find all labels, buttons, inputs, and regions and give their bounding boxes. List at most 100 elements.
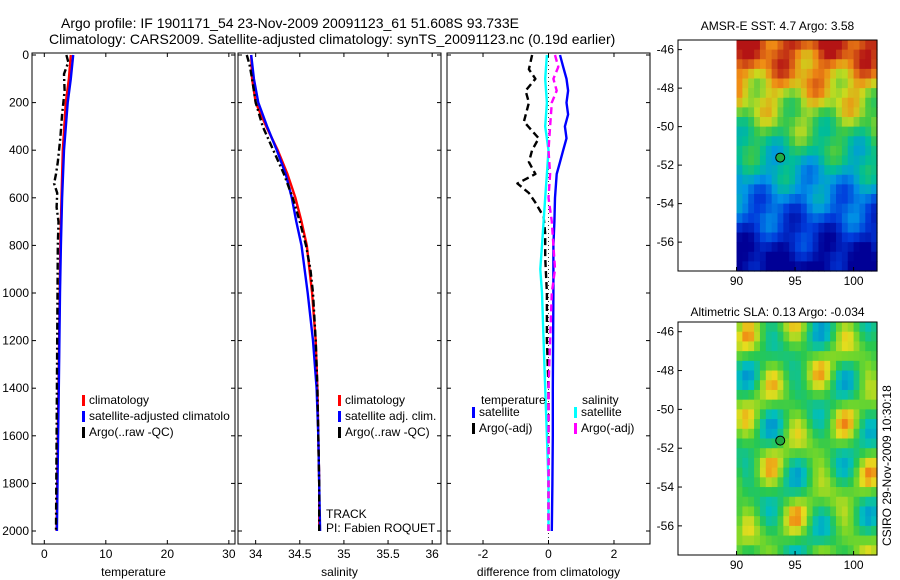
sst-heatmap-cell — [771, 145, 779, 157]
sla-ytick-label: -54 — [657, 480, 675, 494]
sst-heatmap-cell — [783, 59, 790, 70]
sla-heatmap-cell — [824, 351, 831, 362]
sst-heatmap-cell — [800, 261, 808, 272]
sla-heatmap-cell — [795, 457, 802, 469]
sst-heatmap-cell — [795, 40, 802, 51]
sla-heatmap-cell — [818, 331, 825, 343]
temperature-legend-swatch — [82, 395, 85, 406]
sla-heatmap-cell — [736, 380, 743, 391]
sla-ytick-label: -56 — [657, 519, 675, 533]
sla-heatmap-cell — [871, 351, 878, 362]
sla-heatmap-cell — [859, 467, 866, 478]
sst-heatmap-cell — [806, 213, 814, 224]
sst-heatmap-cell — [836, 184, 843, 195]
sla-heatmap-cell — [736, 351, 743, 362]
temperature-xtick-label: 10 — [99, 547, 113, 561]
sla-heatmap-cell — [847, 438, 855, 449]
sla-heatmap-cell — [759, 438, 767, 449]
sla-heatmap-cell — [812, 438, 820, 449]
sla-heatmap-cell — [812, 389, 820, 401]
sla-heatmap-cell — [830, 535, 837, 546]
sst-heatmap-cell — [800, 40, 808, 51]
sla-heatmap-cell — [859, 322, 866, 333]
sla-heatmap-cell — [806, 467, 814, 478]
sst-heatmap-cell — [748, 203, 755, 214]
sla-heatmap-cell — [736, 545, 743, 556]
sst-heatmap-cell — [847, 251, 855, 262]
sla-heatmap-cell — [859, 360, 866, 372]
sst-heatmap-cell — [818, 174, 825, 185]
sst-heatmap-cell — [830, 78, 837, 89]
sst-heatmap-cell — [806, 136, 814, 147]
sst-heatmap-cell — [742, 222, 749, 234]
sst-heatmap-cell — [759, 165, 767, 176]
sla-heatmap-cell — [859, 419, 866, 430]
sst-heatmap-cell — [748, 194, 755, 205]
sst-heatmap-cell — [783, 88, 790, 99]
sst-heatmap-cell — [759, 251, 767, 262]
depth-tick-label: 1800 — [2, 476, 29, 490]
sst-heatmap-cell — [853, 213, 861, 224]
sla-heatmap-cell — [812, 341, 820, 352]
sla-heatmap-cell — [748, 419, 755, 430]
sst-heatmap-cell — [847, 174, 855, 185]
sst-heatmap-cell — [765, 194, 773, 205]
sla-heatmap-cell — [806, 322, 814, 333]
temperature-legend-label: satellite-adjusted climatolo — [89, 409, 230, 423]
sla-heatmap-cell — [748, 525, 755, 537]
sla-heatmap-cell — [795, 525, 802, 537]
sst-map-title: AMSR-E SST: 4.7 Argo: 3.58 — [701, 19, 855, 33]
sla-heatmap-cell — [783, 370, 790, 381]
sla-heatmap-cell — [824, 477, 831, 488]
sst-heatmap-cell — [771, 174, 779, 185]
sst-heatmap-cell — [865, 136, 872, 147]
sst-heatmap-cell — [754, 117, 761, 128]
sst-heatmap-cell — [830, 145, 837, 157]
sst-heatmap-cell — [736, 155, 743, 166]
sst-heatmap-cell — [836, 49, 843, 60]
sla-heatmap-cell — [765, 370, 773, 381]
diff-legend-temperature-label: Argo(-adj) — [479, 421, 532, 435]
sla-heatmap-cell — [783, 322, 790, 333]
sla-heatmap-cell — [765, 409, 773, 420]
sla-heatmap-cell — [742, 525, 749, 537]
sst-heatmap-cell — [865, 174, 872, 185]
temperature-legend-swatch — [82, 411, 85, 422]
sst-ytick-label: -54 — [657, 197, 675, 211]
sla-heatmap-cell — [836, 457, 843, 469]
figure-title-line2: Climatology: CARS2009. Satellite-adjuste… — [49, 31, 615, 47]
sst-heatmap-cell — [742, 184, 749, 195]
sla-heatmap-cell — [765, 516, 773, 527]
sla-heatmap-cell — [783, 331, 790, 343]
sla-heatmap-cell — [800, 370, 808, 381]
sst-heatmap-cell — [795, 145, 802, 157]
sla-heatmap-cell — [871, 419, 878, 430]
sla-heatmap-cell — [853, 322, 861, 333]
sla-heatmap-cell — [841, 428, 849, 440]
sst-heatmap-cell — [865, 88, 872, 99]
sla-heatmap-cell — [865, 487, 872, 498]
sla-heatmap-cell — [836, 331, 843, 343]
sst-heatmap-cell — [795, 242, 802, 253]
sla-heatmap-cell — [841, 438, 849, 449]
sla-heatmap-cell — [777, 380, 784, 391]
salinity-xlabel: salinity — [321, 565, 358, 579]
sst-heatmap-cell — [818, 59, 825, 70]
sla-heatmap-cell — [759, 487, 767, 498]
sla-heatmap-cell — [853, 525, 861, 537]
sla-heatmap-cell — [836, 370, 843, 381]
sla-heatmap-cell — [865, 389, 872, 401]
sla-heatmap-cell — [765, 380, 773, 391]
sst-heatmap-cell — [830, 88, 837, 99]
sst-heatmap-cell — [824, 213, 831, 224]
sla-heatmap-cell — [736, 419, 743, 430]
sla-heatmap-cell — [871, 331, 878, 343]
sst-heatmap-cell — [754, 126, 761, 137]
sst-heatmap-cell — [742, 107, 749, 118]
sst-heatmap-cell — [824, 40, 831, 51]
track-annotation: TRACK — [326, 507, 367, 521]
temperature-legend-label: climatology — [89, 393, 149, 407]
sla-heatmap-cell — [754, 341, 761, 352]
sst-heatmap-cell — [806, 165, 814, 176]
sla-heatmap-cell — [800, 351, 808, 362]
